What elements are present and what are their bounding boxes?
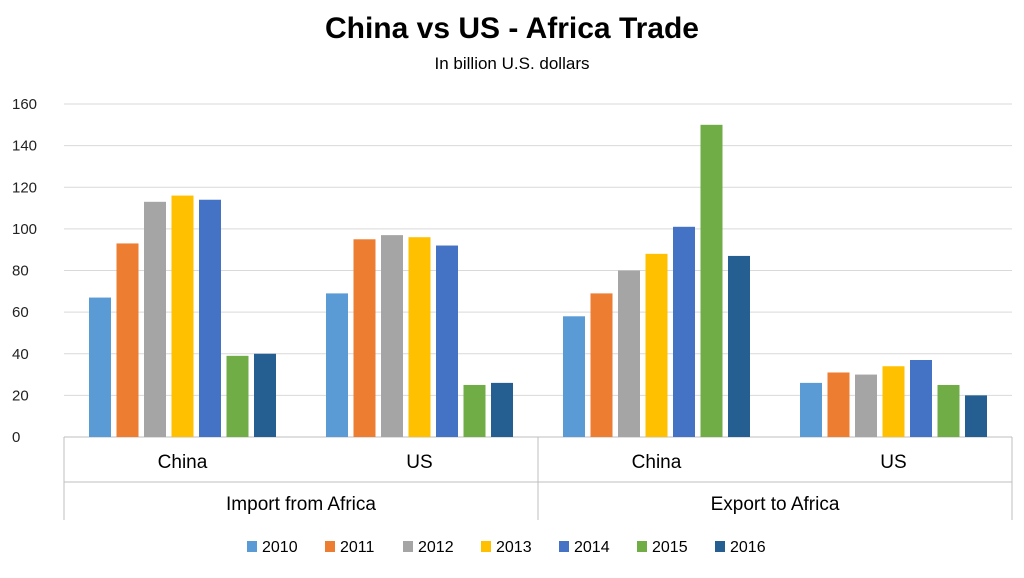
bar [199,199,221,437]
legend-swatch [247,541,257,552]
bars [89,124,987,437]
category-label: US [880,452,906,473]
legend-label: 2016 [730,539,766,556]
legend: 2010 2011 2012 2013 2014 2015 2016 [247,539,766,556]
legend-swatch [637,541,647,552]
bar [436,245,458,437]
legend-label: 2011 [340,539,375,556]
bar [827,372,850,437]
y-tick-label: 100 [12,221,37,238]
bar [89,297,111,437]
gridlines [64,103,1012,396]
y-tick-label: 160 [12,96,37,113]
chart-title: China vs US - Africa Trade [324,12,699,45]
y-tick-label: 0 [12,429,20,446]
y-tick-label: 120 [12,179,37,196]
y-tick-label: 60 [12,304,29,321]
bar [700,124,723,437]
bar [144,201,166,437]
legend-label: 2014 [574,539,610,556]
legend-swatch [325,541,335,552]
category-label: China [632,452,682,473]
y-tick-label: 140 [12,138,37,155]
bar [728,255,750,437]
bar [171,195,194,437]
bar [463,384,486,437]
legend-swatch [559,541,569,552]
bar [645,253,668,437]
bar [855,374,877,437]
y-tick-label: 20 [12,387,29,404]
category-labels: Import from Africa Export to Africa China U… [158,452,907,515]
bar [590,293,613,437]
bar [408,237,431,437]
bar [910,359,932,437]
legend-label: 2013 [496,539,532,556]
bar [965,395,987,437]
chart-subtitle: In billion U.S. dollars [434,54,590,73]
bar [800,382,822,437]
bar [618,270,640,437]
bar [381,235,403,437]
bar [563,316,585,437]
legend-label: 2010 [262,539,298,556]
bar [673,226,695,437]
bar [254,353,276,437]
group-label: Import from Africa [226,494,376,515]
category-label: US [406,452,432,473]
bar [353,239,376,437]
bar [116,243,139,437]
legend-label: 2015 [652,539,688,556]
legend-swatch [481,541,491,552]
bar [326,293,348,437]
legend-swatch [403,541,413,552]
legend-swatch [715,541,725,552]
bar [937,384,960,437]
y-tick-label: 80 [12,263,29,280]
group-label: Export to Africa [711,494,840,515]
legend-label: 2012 [418,539,454,556]
axis: 0 20 40 60 80 100 120 140 160 [12,96,1013,520]
category-label: China [158,452,208,473]
y-tick-label: 40 [12,346,29,363]
bar [226,355,249,437]
bar [491,382,513,437]
bar [882,366,905,437]
